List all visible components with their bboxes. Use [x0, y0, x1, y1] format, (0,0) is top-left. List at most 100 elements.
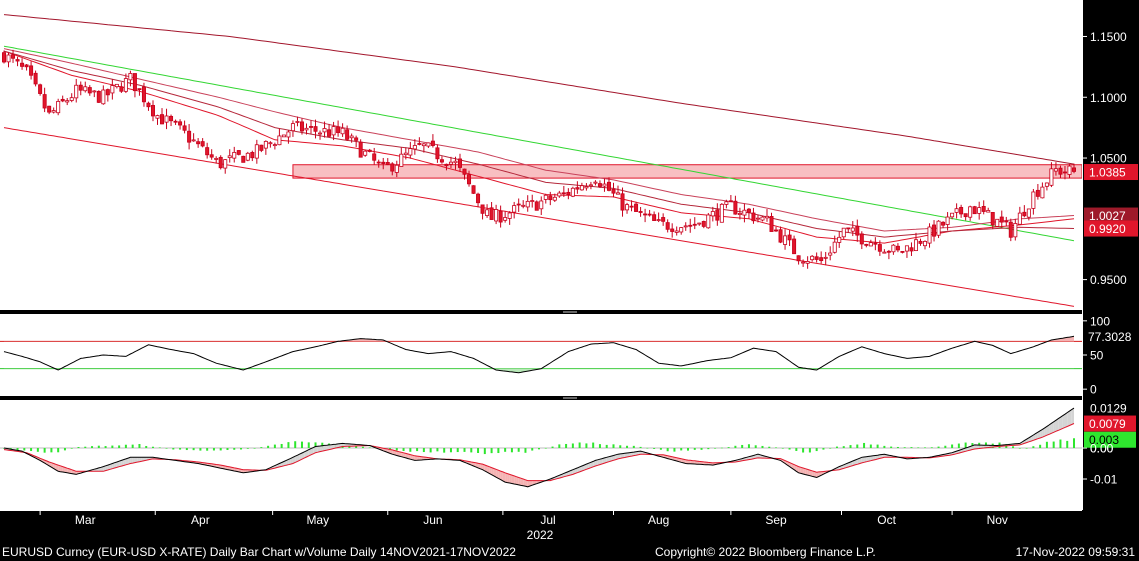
candle — [164, 108, 169, 130]
candle — [597, 180, 602, 188]
histogram-bar — [829, 448, 832, 449]
x-tick-label-apr: Apr — [191, 513, 210, 527]
candle — [715, 203, 720, 226]
macd-fill-segment — [417, 456, 420, 461]
histogram-bar — [686, 448, 689, 451]
candle — [214, 156, 219, 164]
macd-fill-segment — [496, 469, 499, 479]
candle — [647, 209, 652, 217]
x-axis-year-label: 2022 — [527, 528, 554, 542]
macd-fill-segment — [604, 457, 607, 464]
macd-fill-segment — [229, 466, 232, 471]
histogram-bar — [659, 448, 662, 450]
candle — [534, 200, 539, 211]
candle — [290, 120, 295, 137]
macd-fill-segment — [615, 454, 619, 460]
macd-signal-line — [3, 423, 1075, 482]
candle — [557, 190, 562, 198]
candle — [155, 114, 160, 125]
candle — [755, 214, 760, 223]
candle — [575, 181, 580, 194]
candle — [299, 118, 304, 135]
candle — [629, 200, 634, 212]
histogram-bar — [598, 444, 601, 449]
histogram-bar — [883, 445, 886, 449]
macd-line — [3, 407, 1075, 488]
macd-fill-segment — [1035, 432, 1038, 440]
candle — [1044, 182, 1049, 191]
price-label-0: 1.0385 — [1084, 164, 1138, 181]
candle — [579, 182, 584, 191]
candle — [895, 243, 900, 253]
candle — [512, 201, 517, 219]
macd-fill-segment — [491, 467, 494, 476]
candle — [760, 215, 765, 222]
candle — [498, 205, 503, 228]
candle — [769, 212, 774, 232]
candle — [751, 207, 756, 224]
histogram-bar — [761, 445, 764, 449]
macd-fill-segment — [112, 462, 115, 469]
macd-fill-segment — [139, 457, 142, 462]
candle — [241, 155, 246, 163]
histogram-bar — [124, 444, 127, 449]
candle — [444, 163, 449, 171]
candle — [304, 123, 309, 135]
histogram-bar — [436, 448, 439, 452]
candle — [277, 128, 282, 146]
candle — [363, 149, 368, 157]
macd-fill-segment — [572, 468, 576, 475]
macd-fill-segment — [972, 444, 975, 450]
candle — [272, 142, 277, 150]
panel-splitter-1[interactable] — [0, 310, 1082, 314]
candle — [56, 98, 61, 116]
candle — [489, 201, 494, 220]
panel-splitter-2[interactable] — [0, 396, 1082, 400]
candle — [60, 95, 65, 103]
histogram-bar — [429, 448, 432, 453]
candle — [114, 83, 119, 89]
candle — [38, 83, 43, 96]
candle — [223, 159, 228, 174]
histogram-bar — [273, 444, 276, 449]
macd-fill-segment — [527, 480, 530, 487]
macd-fill-segment — [816, 471, 819, 478]
histogram-bar — [307, 442, 310, 449]
macd-fill-segment — [857, 458, 860, 465]
histogram-bar — [917, 447, 920, 449]
candle — [286, 130, 291, 144]
macd-fill-segment — [119, 460, 122, 467]
macd-fill-segment — [509, 474, 512, 484]
macd-fill-segment — [290, 457, 293, 465]
macd-fill-segment — [1071, 408, 1074, 425]
macd-fill-segment — [877, 454, 880, 459]
candle — [2, 50, 7, 64]
macd-fill-segment — [493, 468, 497, 478]
candle — [665, 219, 670, 233]
histogram-bar — [835, 446, 838, 449]
macd-fill-segment — [315, 446, 318, 453]
candle — [322, 121, 327, 138]
candle — [11, 49, 16, 63]
price-ytick-label: 1.0500 — [1090, 152, 1127, 166]
histogram-bar — [666, 448, 669, 452]
candle — [570, 186, 575, 198]
macd-fill-segment — [390, 449, 393, 455]
macd-fill-segment — [132, 457, 135, 464]
macd-fill-segment — [636, 451, 639, 456]
histogram-bar — [720, 447, 723, 449]
histogram-bar — [111, 445, 114, 449]
macd-fill-segment — [338, 443, 341, 448]
histogram-bar — [741, 444, 744, 449]
histogram-bar — [456, 448, 459, 453]
candle — [634, 201, 639, 212]
histogram-bar — [172, 448, 175, 450]
candle — [110, 79, 115, 100]
histogram-bar — [775, 447, 778, 449]
histogram-bar — [151, 446, 154, 449]
histogram-bar — [253, 448, 256, 449]
candle — [178, 119, 183, 130]
macd-fill-segment — [579, 466, 582, 472]
macd-fill-segment — [681, 458, 684, 463]
macd-fill-segment — [308, 448, 312, 456]
